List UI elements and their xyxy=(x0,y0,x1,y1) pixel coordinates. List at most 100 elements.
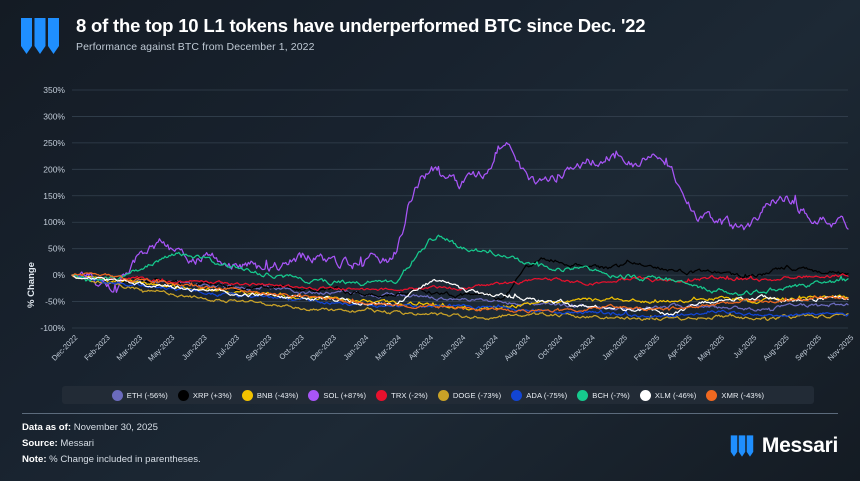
x-axis-tick-label: Aug-2024 xyxy=(502,333,532,363)
x-axis-tick-label: Dec-2022 xyxy=(50,333,80,363)
x-axis-tick-label: Oct-2024 xyxy=(536,333,564,361)
x-axis-tick-label: Feb-2025 xyxy=(632,333,661,362)
x-axis-ticks: Dec-2022 Feb-2023 Mar-2023 May-2023 Jun-2023… xyxy=(50,333,856,363)
legend-item-label: DOGE (-73%) xyxy=(452,390,502,400)
y-axis-tick-label: 200% xyxy=(43,164,65,174)
y-axis-tick-label: 300% xyxy=(43,111,65,121)
footer-brand-text: Messari xyxy=(761,434,838,457)
x-axis-tick-label: Nov-2025 xyxy=(826,333,856,363)
legend-item[interactable]: BNB (-43%) xyxy=(241,389,299,401)
x-axis-tick-label: Feb-2023 xyxy=(82,333,111,362)
footer-source-value: Messari xyxy=(57,438,94,449)
legend-item[interactable]: ETH (-56%) xyxy=(111,389,168,401)
y-axis-tick-label: 0% xyxy=(53,270,66,280)
y-axis-tick-label: 100% xyxy=(43,217,65,227)
x-axis-tick-label: Nov-2024 xyxy=(567,333,597,363)
x-axis-tick-label: Jul-2025 xyxy=(731,333,758,360)
legend-item-label: ETH (-56%) xyxy=(126,390,168,400)
x-axis-tick-label: May-2023 xyxy=(146,333,176,363)
footer-data-as-of: Data as of: November 30, 2025 xyxy=(22,420,838,436)
legend-item[interactable]: TRX (-2%) xyxy=(376,389,428,401)
y-axis-tick-label: 150% xyxy=(43,191,65,201)
legend-item-label: BNB (-43%) xyxy=(256,390,299,400)
x-axis-tick-label: Aug-2025 xyxy=(761,333,791,363)
footer-brand: Messari xyxy=(729,434,838,458)
series-line-eth xyxy=(71,273,849,312)
legend-item-label: XRP (+3%) xyxy=(192,390,232,400)
y-axis-title: % Change xyxy=(26,262,37,308)
page-subtitle: Performance against BTC from December 1,… xyxy=(76,41,315,54)
page-title: 8 of the top 10 L1 tokens have underperf… xyxy=(76,15,646,36)
y-axis-tick-label: -50% xyxy=(45,297,65,307)
x-axis-tick-label: Jan-2025 xyxy=(600,333,629,362)
legend-swatch-icon xyxy=(111,389,123,401)
x-axis-tick-label: Mar-2023 xyxy=(115,333,144,362)
x-axis-tick-label: Jan-2024 xyxy=(342,333,371,362)
x-axis-tick-label: Dec-2023 xyxy=(308,333,338,363)
series-line-bch xyxy=(71,234,849,296)
messari-m-logo-icon xyxy=(21,18,59,54)
x-axis-tick-label: Jun-2024 xyxy=(439,333,468,362)
chart-header: 8 of the top 10 L1 tokens have underperf… xyxy=(0,0,860,72)
legend-swatch-icon xyxy=(308,389,320,401)
footer-note: Note: % Change included in parentheses. xyxy=(22,452,838,468)
legend-item-label: ADA (-75%) xyxy=(526,390,568,400)
title-block: 8 of the top 10 L1 tokens have underperf… xyxy=(76,14,646,54)
footer-note-value: % Change included in parentheses. xyxy=(46,454,201,465)
series-line-sol xyxy=(71,141,849,293)
chart-footer: Data as of: November 30, 2025 Source: Me… xyxy=(22,420,838,472)
footer-divider xyxy=(22,413,838,414)
x-axis-tick-label: Apr-2024 xyxy=(407,333,435,361)
series-line-xrp xyxy=(71,257,849,301)
x-axis-tick-label: Jul-2023 xyxy=(214,333,241,360)
legend-item-label: XLM (-46%) xyxy=(654,390,697,400)
x-axis-tick-label: Sep-2023 xyxy=(244,333,274,363)
y-axis-ticks: 350% 300% 250% 200% 150% 100% 50% 0% -50% -100% xyxy=(40,85,65,333)
series-line-trx xyxy=(71,273,849,292)
legend-item[interactable]: XMR (-43%) xyxy=(706,389,765,401)
legend-item-label: TRX (-2%) xyxy=(391,390,428,400)
legend-item[interactable]: ADA (-75%) xyxy=(511,389,568,401)
legend-swatch-icon xyxy=(706,389,718,401)
legend-swatch-icon xyxy=(376,389,388,401)
footer-note-label: Note: xyxy=(22,454,47,465)
footer-source-label: Source: xyxy=(22,438,58,449)
chart-plot-area: 350% 300% 250% 200% 150% 100% 50% 0% -50% -100% D… xyxy=(0,70,860,378)
footer-data-as-of-label: Data as of: xyxy=(22,422,72,433)
x-axis-tick-label: Jun-2023 xyxy=(180,333,209,362)
y-axis-tick-label: 250% xyxy=(43,138,65,148)
legend-item-label: BCH (-7%) xyxy=(592,390,630,400)
legend-swatch-icon xyxy=(511,389,523,401)
legend-swatch-icon xyxy=(177,389,189,401)
chart-legend: ETH (-56%) XRP (+3%) BNB (-43%) SOL (+87%) T… xyxy=(62,386,814,404)
x-axis-tick-label: Jul-2024 xyxy=(473,333,500,360)
series-line-xlm xyxy=(71,274,849,316)
x-axis-tick-label: Mar-2024 xyxy=(373,333,402,362)
series-lines xyxy=(71,141,849,322)
line-chart-svg: 350% 300% 250% 200% 150% 100% 50% 0% -50% -100% D… xyxy=(26,85,856,363)
legend-item[interactable]: XRP (+3%) xyxy=(177,389,232,401)
legend-item[interactable]: SOL (+87%) xyxy=(308,389,367,401)
messari-m-logo-icon xyxy=(730,435,754,457)
y-axis-tick-label: 50% xyxy=(48,244,65,254)
legend-item[interactable]: XLM (-46%) xyxy=(639,389,697,401)
series-line-doge xyxy=(71,274,849,322)
x-axis-tick-label: Sep-2025 xyxy=(793,333,823,363)
legend-item-label: XMR (-43%) xyxy=(721,390,765,400)
x-axis-tick-label: Oct-2023 xyxy=(277,333,305,361)
legend-item[interactable]: DOGE (-73%) xyxy=(437,389,502,401)
legend-swatch-icon xyxy=(241,389,253,401)
y-axis-tick-label: -100% xyxy=(40,323,65,333)
series-line-ada xyxy=(71,274,849,318)
x-axis-tick-label: Apr-2025 xyxy=(665,333,693,361)
legend-item[interactable]: BCH (-7%) xyxy=(577,389,630,401)
legend-swatch-icon xyxy=(639,389,651,401)
gridlines xyxy=(72,89,848,329)
footer-source: Source: Messari xyxy=(22,436,838,452)
series-line-xmr xyxy=(71,272,849,314)
legend-item-label: SOL (+87%) xyxy=(323,390,367,400)
footer-data-as-of-value: November 30, 2025 xyxy=(71,422,158,433)
legend-swatch-icon xyxy=(577,389,589,401)
y-axis-tick-label: 350% xyxy=(43,85,65,95)
